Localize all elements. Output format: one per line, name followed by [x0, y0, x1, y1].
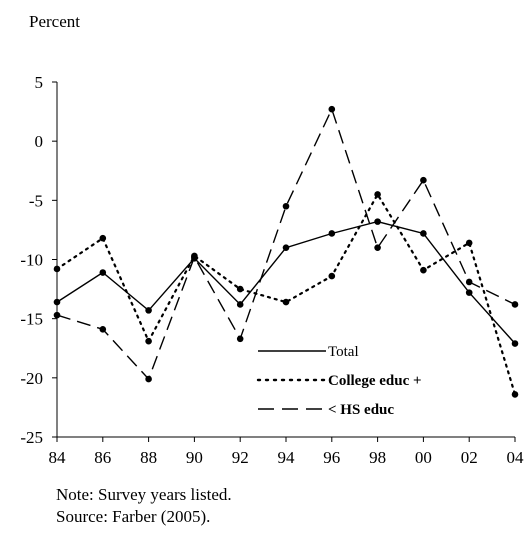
data-point — [145, 307, 152, 314]
data-point — [53, 265, 61, 273]
data-point — [420, 230, 427, 237]
data-point — [282, 244, 290, 251]
x-tick-label: 94 — [278, 448, 296, 467]
legend: Total College educ + < HS educ — [256, 344, 422, 418]
y-tick-label: 5 — [35, 73, 44, 92]
data-point — [374, 191, 381, 198]
data-point — [465, 239, 473, 247]
x-tick-label: 84 — [49, 448, 67, 467]
data-point — [420, 176, 427, 184]
legend-label: < HS educ — [328, 402, 394, 418]
x-tick-label: 88 — [140, 448, 157, 467]
data-point — [465, 278, 473, 286]
data-point — [236, 301, 244, 308]
chart-source: Source: Farber (2005). — [56, 507, 211, 526]
data-point — [328, 272, 336, 280]
x-tick-label: 96 — [323, 448, 340, 467]
y-tick-label: -25 — [20, 428, 43, 447]
data-point — [145, 375, 152, 383]
x-tick-label: 90 — [186, 448, 203, 467]
x-tick-label: 92 — [232, 448, 249, 467]
chart-note: Note: Survey years listed. — [56, 485, 232, 504]
series-line-college-educ — [55, 192, 517, 396]
line-chart: Percent 5 0 -5 -10 -15 -20 -25 84 86 88 90 92 94 96 98… — [20, 12, 524, 467]
y-tick-label: -20 — [20, 369, 43, 388]
y-tick-label: -5 — [29, 191, 43, 210]
x-tick-label: 04 — [507, 448, 525, 467]
x-tick-label: 98 — [369, 448, 386, 467]
data-point — [236, 285, 244, 293]
data-point — [328, 230, 336, 237]
data-point — [374, 244, 381, 251]
series-line-hs-educ — [56, 107, 516, 381]
data-point — [99, 326, 107, 333]
data-point — [99, 234, 107, 242]
legend-label: Total — [328, 344, 359, 360]
y-tick-label: -15 — [20, 310, 43, 329]
axes: 5 0 -5 -10 -15 -20 -25 84 86 88 90 92 94 96 98 00 02 04 — [20, 73, 524, 467]
legend-label: College educ + — [328, 373, 422, 389]
data-point — [511, 391, 519, 398]
data-point — [511, 340, 519, 347]
data-point — [99, 269, 107, 276]
x-tick-label: 86 — [94, 448, 111, 467]
data-point — [282, 298, 290, 306]
data-point — [465, 289, 473, 296]
data-point — [328, 105, 336, 113]
data-point — [145, 337, 152, 345]
x-tick-label: 02 — [461, 448, 478, 467]
data-point — [191, 253, 198, 261]
data-point — [236, 335, 244, 343]
series-line-total — [56, 220, 516, 344]
y-tick-label: 0 — [35, 132, 44, 151]
data-point — [53, 311, 61, 319]
y-axis-label: Percent — [29, 12, 80, 31]
data-point — [374, 218, 381, 225]
series-lines — [53, 105, 519, 398]
data-point — [282, 202, 290, 210]
x-tick-label: 00 — [415, 448, 432, 467]
y-tick-label: -10 — [20, 251, 43, 270]
data-point — [511, 301, 519, 308]
data-point — [420, 266, 427, 274]
data-point — [53, 298, 61, 306]
